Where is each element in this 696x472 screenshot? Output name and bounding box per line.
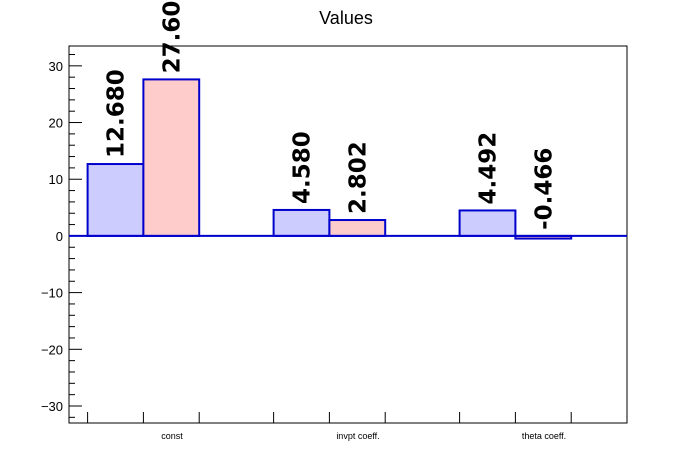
y-tick-label: 20: [49, 116, 63, 131]
x-category-label: theta coeff.: [522, 431, 566, 441]
data-label: -0.466: [531, 148, 557, 230]
data-label: 4.492: [476, 132, 502, 205]
bar: [272, 208, 331, 237]
x-category-label: invpt coeff.: [336, 431, 379, 441]
y-tick-label: 0: [56, 229, 63, 244]
data-label: 4.580: [290, 131, 316, 204]
data-label: 27.605: [159, 0, 185, 73]
y-axis: −30 −20 −10 0 10 20 30: [41, 54, 82, 418]
chart-title: Values: [319, 8, 373, 28]
y-tick-label: 10: [49, 172, 63, 187]
y-tick-label: −20: [41, 342, 63, 357]
bar: [86, 163, 145, 237]
data-label: 12.680: [104, 69, 130, 158]
bar: [458, 209, 517, 237]
y-tick-label: −30: [41, 399, 63, 414]
data-labels: 12.680 4.580 4.492 27.605 2.802 -0.466: [104, 0, 558, 230]
y-tick-label: −10: [41, 286, 63, 301]
bar: [142, 78, 201, 237]
data-label: 2.802: [345, 141, 371, 214]
y-tick-label: 30: [49, 59, 63, 74]
x-axis: const invpt coeff. theta coeff.: [87, 412, 572, 441]
x-category-label: const: [161, 431, 183, 441]
bar: [328, 219, 387, 237]
plot-frame: [68, 45, 628, 424]
bars: [86, 78, 573, 240]
